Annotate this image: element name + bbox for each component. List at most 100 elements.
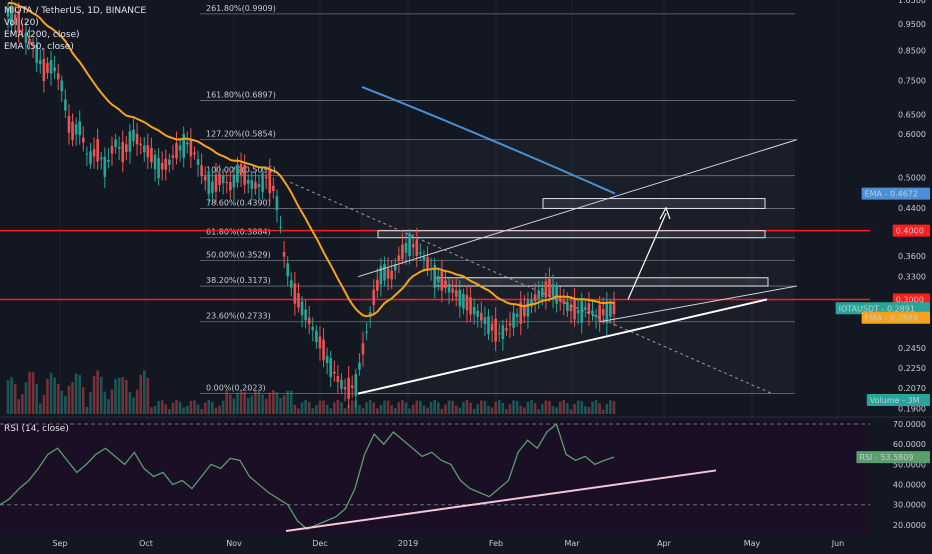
- fib-label: 127.20%(0.5854): [206, 130, 276, 139]
- volume-bar: [594, 400, 598, 414]
- candle-body: [594, 314, 598, 318]
- candle-body: [462, 293, 465, 309]
- volume-bar: [454, 405, 458, 414]
- rsi-tick-label: 50.0000: [893, 460, 926, 469]
- channel-lower: [599, 285, 798, 323]
- candle-body: [275, 196, 279, 211]
- volume-bar: [544, 400, 548, 414]
- target-box: [377, 230, 766, 239]
- volume-bar: [340, 402, 343, 414]
- volume-bar: [103, 391, 107, 414]
- y-tick-label: 0.5000: [898, 173, 926, 182]
- candle-body: [53, 67, 56, 72]
- volume-bar: [286, 390, 289, 414]
- candle-body: [465, 295, 469, 311]
- volume-bar: [358, 405, 361, 414]
- candle-body: [487, 316, 490, 335]
- candle-body: [558, 296, 562, 302]
- candle-body: [232, 174, 236, 188]
- fib-label: 50.00%(0.3529): [206, 251, 271, 260]
- volume-bar: [576, 400, 580, 414]
- candle-body: [96, 139, 99, 162]
- candle-body: [71, 121, 74, 141]
- y-tick-label: 0.3300: [898, 273, 926, 282]
- candle-body: [419, 252, 422, 254]
- candle-body: [46, 63, 49, 73]
- y-tick-label: 0.9500: [898, 20, 926, 29]
- volume-bar: [85, 406, 89, 414]
- candle-body: [132, 129, 135, 142]
- volume-bar: [307, 402, 311, 414]
- price-tag: [861, 311, 930, 324]
- volume-bar: [178, 401, 182, 414]
- candle-body: [354, 373, 358, 396]
- candle-body: [257, 184, 261, 188]
- volume-bar: [275, 392, 279, 414]
- candle-body: [440, 271, 444, 291]
- candle-body: [89, 151, 92, 164]
- volume-bar: [279, 397, 282, 414]
- candle-body: [422, 256, 426, 261]
- candle-body: [322, 339, 325, 361]
- rsi-tag-label: RSI - 53.5809: [859, 453, 913, 462]
- volume-bar: [239, 390, 243, 414]
- x-tick-label: Feb: [489, 539, 503, 548]
- candle-body: [483, 317, 487, 325]
- price-tag: [892, 224, 930, 237]
- price-tag-label: EMA - 0.2889: [865, 314, 918, 323]
- volume-bar: [469, 402, 472, 414]
- volume-bar: [462, 401, 465, 414]
- volume-bar: [573, 403, 576, 414]
- volume-bar: [49, 372, 53, 414]
- candle-body: [508, 323, 512, 326]
- symbol-title: MIOTA / TetherUS, 1D, BINANCE: [4, 6, 147, 16]
- candle-body: [490, 323, 494, 331]
- candle-body: [117, 147, 121, 149]
- candle-body: [347, 377, 350, 399]
- volume-bar: [451, 400, 454, 414]
- volume-bar: [408, 408, 411, 414]
- volume-bar: [508, 404, 512, 414]
- candle-body: [157, 157, 160, 178]
- volume-bar: [361, 408, 365, 414]
- candle-body: [121, 142, 125, 163]
- candle-body: [193, 152, 196, 155]
- volume-bar: [562, 400, 566, 414]
- candle-body: [404, 242, 408, 253]
- candle-body: [250, 180, 254, 189]
- candle-body: [401, 244, 404, 260]
- candle-body: [562, 300, 566, 304]
- candle-body: [85, 153, 89, 155]
- candle-body: [605, 301, 609, 324]
- candle-body: [99, 157, 103, 160]
- x-tick-label: May: [744, 539, 761, 548]
- candle-body: [114, 139, 117, 147]
- candle-body: [501, 325, 505, 340]
- volume-bar: [193, 400, 196, 414]
- volume-bar: [372, 402, 376, 414]
- rsi-line-group: [0, 422, 717, 532]
- volume-bar: [512, 400, 515, 414]
- volume-bar: [598, 403, 601, 414]
- volume-bar: [487, 405, 490, 414]
- candle-body: [612, 301, 616, 315]
- volume-bar: [523, 407, 526, 414]
- volume-bar: [533, 403, 537, 414]
- volume-bar: [609, 400, 612, 414]
- candle-body: [74, 124, 78, 135]
- candle-body: [150, 147, 153, 163]
- rsi-tick-label: 70.0000: [893, 420, 926, 429]
- volume-bar: [501, 402, 505, 414]
- volume-bar: [214, 407, 218, 414]
- volume-bar: [114, 378, 117, 414]
- candle-body: [229, 181, 232, 191]
- y-tick-label: 0.2450: [898, 344, 926, 353]
- volume-bar: [146, 377, 150, 414]
- volume-bar: [117, 377, 121, 414]
- candle-body: [530, 299, 533, 307]
- volume-bar: [168, 409, 171, 414]
- volume-bar: [110, 389, 114, 414]
- volume-bar: [350, 400, 354, 414]
- volume-bar: [537, 409, 540, 414]
- volume-bar: [591, 401, 594, 414]
